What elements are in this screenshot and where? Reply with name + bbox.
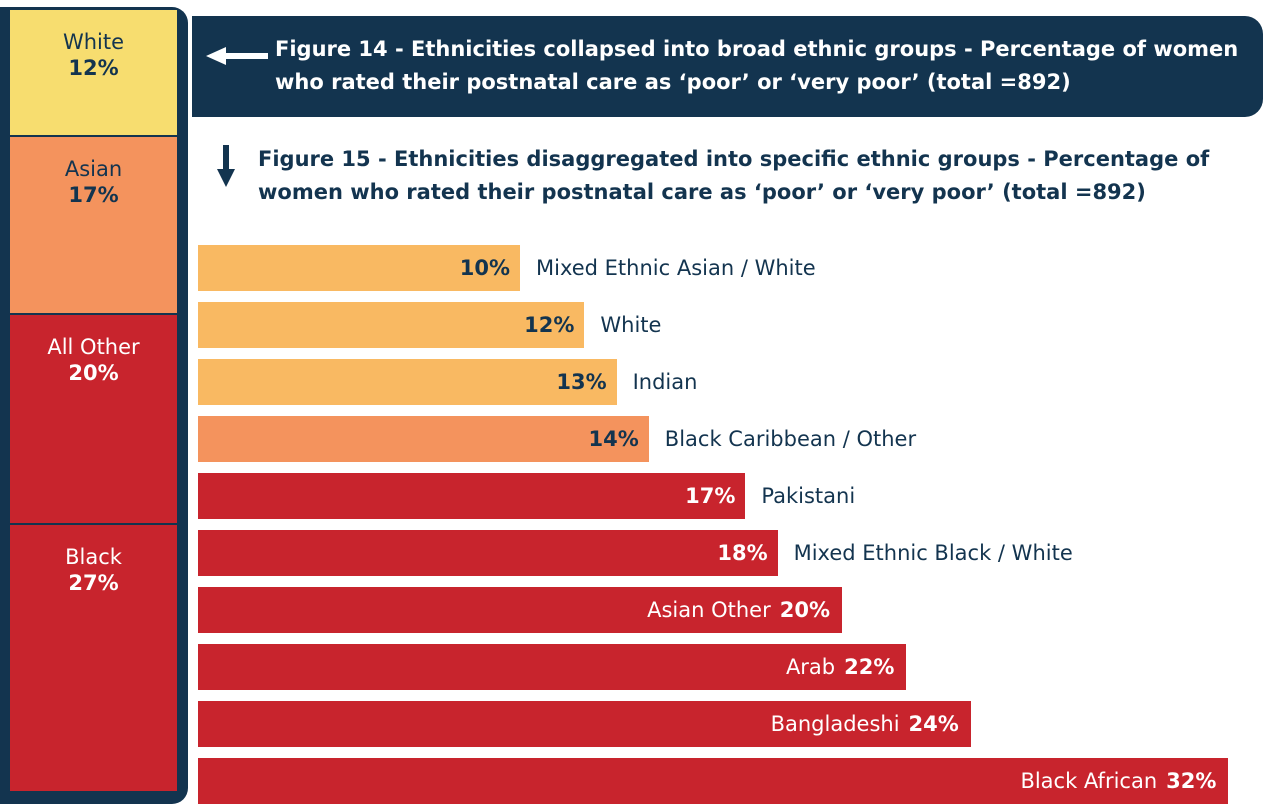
- bar: [198, 701, 971, 747]
- bar: [198, 587, 842, 633]
- figure14-title-text: - Ethnicities collapsed into broad ethni…: [275, 37, 1239, 94]
- arrow-down-icon: [217, 145, 235, 187]
- bar-category-label: Mixed Ethnic Black / White: [793, 541, 1073, 565]
- bar-value-label: 20%: [779, 598, 830, 622]
- segment-value: 20%: [68, 361, 119, 385]
- bar-value-label: 17%: [685, 484, 736, 508]
- figure14-title-label: Figure 14: [275, 37, 388, 61]
- bar-category-label: Mixed Ethnic Asian / White: [536, 256, 816, 280]
- figure14-title-banner: Figure 14 - Ethnicities collapsed into b…: [192, 16, 1263, 117]
- figure15-title-label: Figure 15: [258, 147, 371, 171]
- bar: [198, 530, 778, 576]
- bar-value-label: 10%: [459, 256, 510, 280]
- bar-value-label: 32%: [1166, 769, 1217, 793]
- figure15-title: Figure 15 - Ethnicities disaggregated in…: [258, 143, 1258, 209]
- bar-category-label: Black Caribbean / Other: [664, 427, 917, 451]
- bar-value-label: 24%: [908, 712, 959, 736]
- segment-white: White 12%: [10, 10, 177, 135]
- bar-value-label: 22%: [844, 655, 895, 679]
- bar-category-label: White: [600, 313, 662, 337]
- bar-category-label: Black African: [1020, 769, 1158, 793]
- bar-category-label: Asian Other: [647, 598, 771, 622]
- bar: [198, 245, 520, 291]
- segment-all-other: All Other 20%: [10, 315, 177, 523]
- segment-label: All Other: [47, 335, 140, 359]
- bar: [198, 473, 746, 519]
- bar-category-label: Bangladeshi: [770, 712, 900, 736]
- bar-value-label: 18%: [717, 541, 768, 565]
- bar: [198, 644, 907, 690]
- segment-value: 12%: [68, 56, 119, 80]
- segment-label: White: [62, 30, 125, 54]
- segment-label: Asian: [64, 157, 123, 181]
- bar-value-label: 14%: [588, 427, 639, 451]
- arrow-left-icon: [206, 47, 268, 65]
- bar: [198, 758, 1229, 804]
- figure15-title-text: - Ethnicities disaggregated into specifi…: [258, 147, 1210, 204]
- bar-value-label: 13%: [556, 370, 607, 394]
- bar-category-label: Indian: [632, 370, 698, 394]
- segment-label: Black: [65, 545, 122, 569]
- segment-black: Black 27%: [10, 525, 177, 791]
- bar-value-label: 12%: [524, 313, 575, 337]
- segment-value: 17%: [68, 183, 119, 207]
- bar-category-label: Pakistani: [761, 484, 856, 508]
- figure14-title: Figure 14 - Ethnicities collapsed into b…: [275, 33, 1245, 99]
- bar: [198, 359, 617, 405]
- segment-value: 27%: [68, 571, 119, 595]
- bar-category-label: Arab: [785, 655, 836, 679]
- bar: [198, 302, 585, 348]
- segment-asian: Asian 17%: [10, 137, 177, 313]
- bar: [198, 416, 649, 462]
